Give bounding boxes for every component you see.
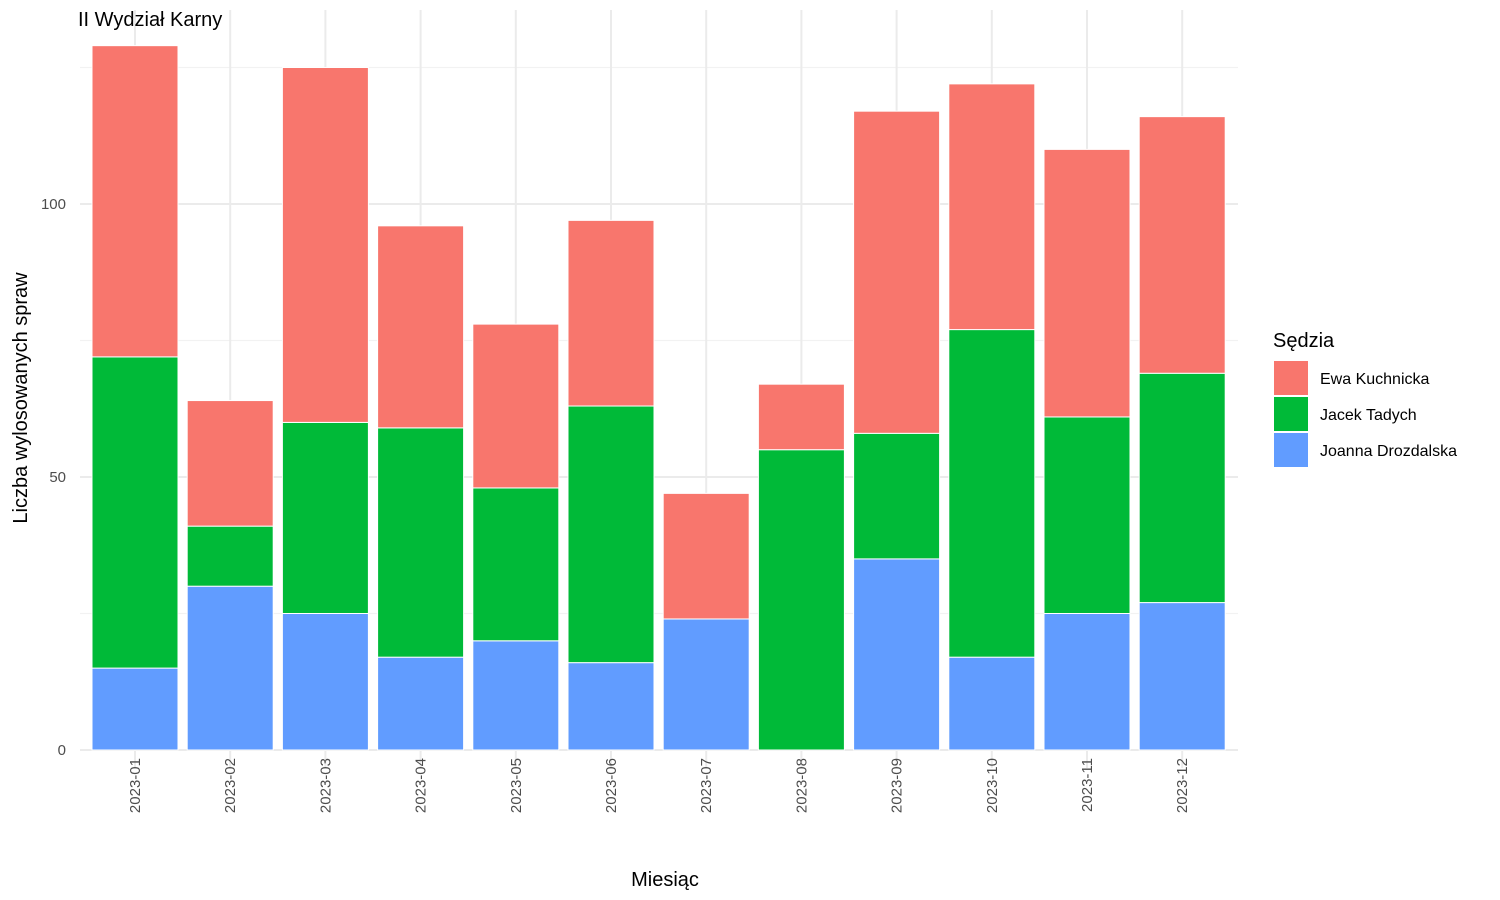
legend-label: Ewa Kuchnicka <box>1320 371 1429 388</box>
x-tick-label: 2023-03 <box>317 758 334 813</box>
x-axis-ticks: 2023-01 2023-02 2023-03 2023-04 2023-05 2023-… <box>127 758 1191 813</box>
x-tick-label: 2023-02 <box>222 758 239 813</box>
bar-segment <box>853 110 941 434</box>
x-tick-label: 2023-12 <box>1174 758 1191 813</box>
bars <box>91 45 1226 751</box>
y-axis-title: Liczba wylosowanych spraw <box>10 272 32 524</box>
x-tick-label: 2023-05 <box>508 758 525 813</box>
legend-items: Ewa Kuchnicka Jacek Tadych Joanna Drozdals… <box>1274 361 1457 467</box>
bar-segment <box>281 67 369 423</box>
x-tick-label: 2023-11 <box>1079 758 1096 812</box>
bar-segment <box>757 449 845 751</box>
bar-segment <box>567 219 655 407</box>
bar-segment <box>948 656 1036 751</box>
legend-swatch <box>1274 397 1308 431</box>
bar-segment <box>948 83 1036 331</box>
bar-segment <box>1138 116 1226 374</box>
bar-segment <box>472 323 560 489</box>
bar-segment <box>377 427 465 658</box>
bar-segment <box>91 667 179 751</box>
bar-segment <box>91 356 179 669</box>
legend-title: Sędzia <box>1273 330 1335 352</box>
bar-segment <box>377 225 465 429</box>
x-tick-label: 2023-06 <box>603 758 620 813</box>
bar-segment <box>1043 613 1131 751</box>
bar-segment <box>662 618 750 751</box>
chart-title: II Wydział Karny <box>78 9 222 31</box>
bar-segment <box>281 421 369 614</box>
x-tick-label: 2023-07 <box>698 758 715 813</box>
legend-label: Jacek Tadych <box>1320 407 1417 424</box>
bar-segment <box>186 525 274 587</box>
legend-swatch <box>1274 433 1308 467</box>
x-tick-label: 2023-08 <box>793 758 810 813</box>
bar-segment <box>853 432 941 560</box>
legend-label: Joanna Drozdalska <box>1320 443 1457 460</box>
bar-segment <box>567 405 655 664</box>
bar-segment <box>662 492 750 620</box>
x-axis-title: Miesiąc <box>631 869 699 891</box>
bar-segment <box>567 662 655 751</box>
bar-segment <box>1138 602 1226 751</box>
y-tick-label: 100 <box>41 196 66 213</box>
bar-segment <box>948 329 1036 658</box>
bar-segment <box>472 640 560 751</box>
bar-segment <box>1138 372 1226 604</box>
bar-segment <box>186 585 274 751</box>
x-tick-label: 2023-04 <box>413 758 430 813</box>
x-tick-label: 2023-09 <box>889 758 906 813</box>
bar-segment <box>91 45 179 358</box>
x-tick-label: 2023-10 <box>984 758 1001 813</box>
bar-segment <box>377 656 465 751</box>
bar-segment <box>757 383 845 451</box>
y-tick-label: 50 <box>49 469 66 486</box>
legend-swatch <box>1274 361 1308 395</box>
y-tick-label: 0 <box>58 742 66 759</box>
y-axis-ticks: 0 50 100 <box>41 196 66 759</box>
legend: Sędzia Ewa Kuchnicka Jacek Tadych Joanna D… <box>1273 330 1457 467</box>
bar-segment <box>472 487 560 642</box>
bar-segment <box>186 400 274 527</box>
bar-segment <box>853 558 941 751</box>
bar-segment <box>1043 148 1131 418</box>
bar-segment <box>1043 416 1131 614</box>
bar-segment <box>281 613 369 751</box>
x-tick-label: 2023-01 <box>127 758 144 813</box>
